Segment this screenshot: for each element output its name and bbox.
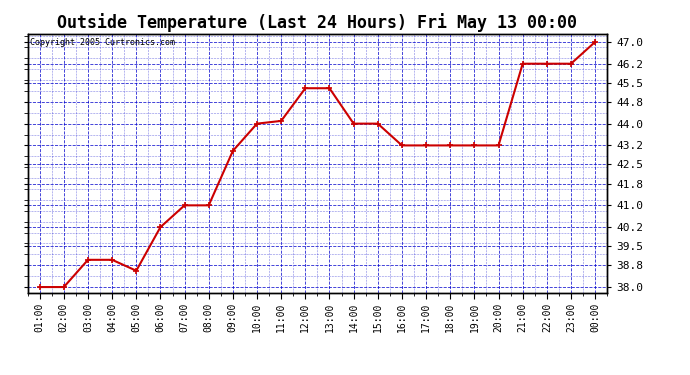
Text: Copyright 2005 Curtronics.com: Copyright 2005 Curtronics.com	[30, 38, 175, 46]
Title: Outside Temperature (Last 24 Hours) Fri May 13 00:00: Outside Temperature (Last 24 Hours) Fri …	[57, 13, 578, 32]
